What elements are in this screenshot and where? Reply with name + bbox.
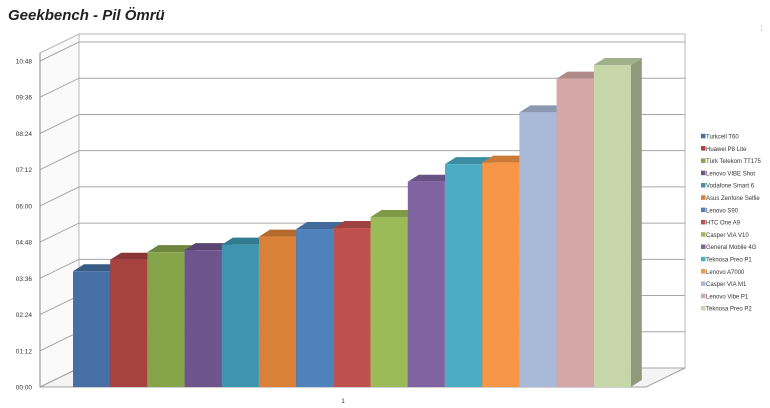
legend-label: Huawei P8 Lite (706, 147, 747, 153)
gridline (39, 113, 685, 134)
legend-swatch (701, 195, 706, 200)
legend-label: Turkcell T60 (706, 135, 739, 141)
legend-swatch (701, 146, 706, 151)
bar (482, 162, 520, 387)
bar-top (184, 243, 233, 251)
bar (221, 244, 259, 387)
legend-swatch (701, 269, 706, 274)
y-tick-label: 08:24 (16, 131, 33, 138)
bar-top (296, 222, 345, 230)
bar-top (593, 58, 642, 66)
bar (296, 229, 334, 387)
y-tick-label: 04:48 (16, 240, 33, 247)
y-tick-label: 07:12 (16, 167, 33, 174)
bar (593, 65, 631, 387)
bar-top (482, 155, 531, 163)
bar (556, 78, 594, 387)
legend-label: General Mobile 4G (706, 245, 757, 251)
legend-swatch (701, 170, 706, 176)
legend-swatch (701, 133, 706, 139)
bar (147, 252, 185, 387)
y-tick-label: 03:36 (16, 276, 33, 283)
legend-swatch (701, 183, 706, 188)
legend-label: Lenovo S90 (706, 208, 739, 214)
legend-label: Lenovo A7000 (706, 270, 745, 276)
y-tick-label: 02:24 (16, 312, 33, 319)
gridline (39, 150, 685, 171)
legend-swatch (701, 158, 706, 163)
legend-label: Asus Zenfone Selfie (706, 196, 760, 202)
bar (370, 216, 408, 387)
legend-label: Teknosa Preo P2 (706, 307, 752, 313)
bar-top (407, 174, 456, 182)
legend-label: Teknosa Preo P1 (706, 258, 752, 264)
legend-label: HTC One A9 (706, 221, 741, 227)
bar (333, 228, 371, 387)
y-tick-label: 01:12 (16, 348, 33, 355)
y-tick-label: 00:00 (16, 385, 33, 392)
chart-title: Geekbench - Pil Ömrü (8, 7, 165, 24)
legend-swatch (701, 293, 706, 299)
bar-top (556, 71, 605, 79)
bar (110, 259, 148, 387)
gridline (39, 77, 685, 98)
bar (73, 271, 110, 387)
legend-swatch (701, 207, 706, 213)
bar (259, 236, 296, 387)
bar-top (370, 209, 419, 217)
bar (519, 112, 557, 387)
bar (184, 250, 222, 387)
gridline (39, 41, 685, 62)
bar-top (73, 264, 121, 272)
bar-top (445, 157, 493, 165)
legend-swatch (701, 244, 706, 249)
y-tick-label: 10:48 (16, 59, 33, 66)
bar-top (110, 252, 159, 260)
y-tick-label: 09:36 (16, 95, 33, 102)
bar-top (519, 105, 568, 113)
bar (407, 181, 445, 387)
legend-swatch (701, 306, 706, 311)
corner-mark: ¦ (761, 26, 763, 32)
bar (445, 164, 482, 387)
legend-swatch (701, 281, 706, 286)
legend-swatch (701, 256, 706, 262)
bar-top (147, 245, 196, 253)
bar-top (333, 221, 382, 229)
legend-swatch (701, 232, 706, 237)
legend-label: Türk Telekom TT175 (706, 159, 761, 165)
legend-label: Vodafone Smart 6 (706, 184, 755, 190)
bar-top (259, 229, 307, 237)
legend-swatch (701, 219, 706, 225)
legend-label: Casper VIA M1 (706, 282, 747, 288)
legend-label: Casper VIA V10 (706, 233, 749, 239)
x-tick-label: 1 (341, 398, 345, 405)
y-tick-label: 06:00 (16, 203, 33, 210)
legend-label: Lenovo Vibe P1 (706, 294, 749, 300)
bar-side (630, 58, 642, 388)
legend-label: Lenovo VIBE Shot (706, 171, 755, 177)
bar-top (221, 237, 270, 245)
